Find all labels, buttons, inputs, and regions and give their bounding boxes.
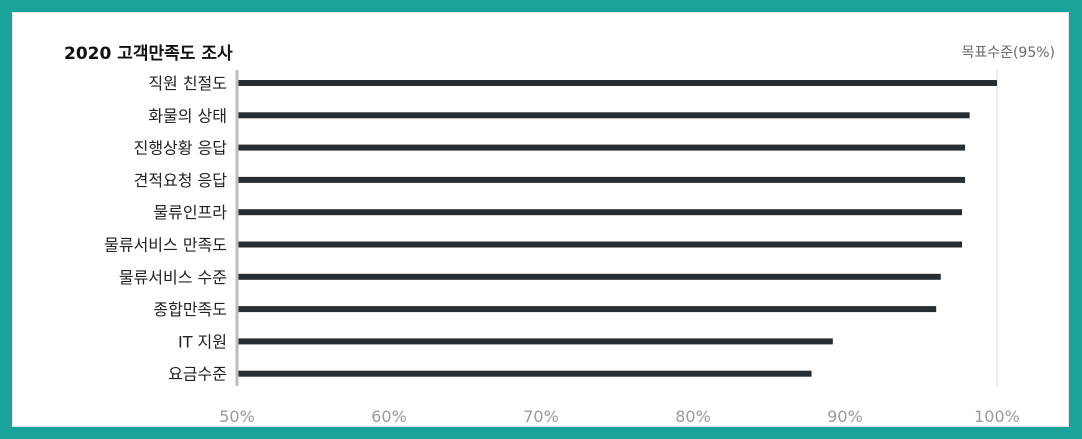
- bar-1: [237, 80, 997, 86]
- category-label: 진행상황 응답: [134, 139, 228, 158]
- category-label: 물류서비스 만족도: [104, 236, 227, 255]
- x-tick-label: 90%: [827, 407, 863, 426]
- bar-10: [237, 370, 812, 377]
- x-tick-label: 100%: [974, 407, 1020, 426]
- x-tick-label: 60%: [371, 407, 407, 426]
- category-label: 요금수준: [168, 365, 227, 384]
- category-label: IT 지원: [178, 332, 227, 351]
- bar-7: [237, 273, 941, 280]
- category-label: 화물의 상태: [148, 106, 227, 125]
- bar-8: [237, 306, 937, 313]
- category-label: 물류서비스 수준: [119, 268, 227, 287]
- bar-5: [237, 209, 963, 216]
- bar-3: [237, 144, 966, 151]
- category-label: 견적요청 응답: [134, 171, 228, 190]
- bar-2: [237, 112, 970, 119]
- category-label: 종합만족도: [153, 300, 227, 319]
- x-tick-label: 70%: [523, 407, 559, 426]
- chart-title: 2020 고객만족도 조사: [64, 44, 233, 64]
- category-label: 직원 친절도: [148, 74, 227, 93]
- bar-4: [237, 176, 966, 183]
- x-tick-label: 80%: [675, 407, 711, 426]
- target-level-note: 목표수준(95%): [961, 45, 1055, 61]
- category-label: 물류인프라: [153, 203, 227, 222]
- bar-9: [237, 338, 833, 345]
- x-tick-label: 50%: [219, 407, 255, 426]
- bar-6: [237, 241, 963, 248]
